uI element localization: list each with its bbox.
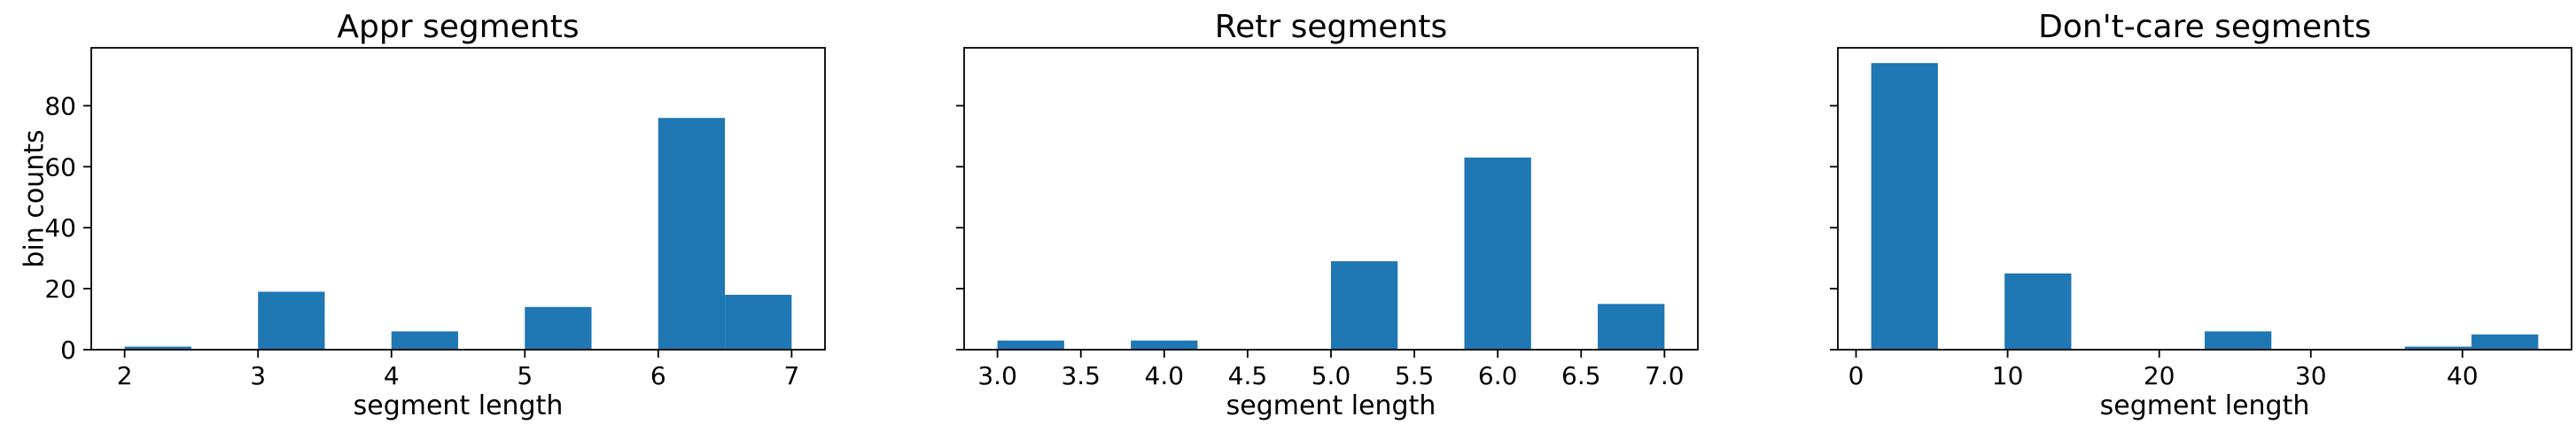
histogram-bar (1598, 304, 1665, 350)
x-tick-label: 5.5 (1395, 361, 1435, 390)
x-tick-label: 4 (384, 361, 400, 390)
x-tick-label: 3 (250, 361, 266, 390)
chart-title: Appr segments (337, 9, 579, 45)
x-tick-label: 10 (1992, 361, 2024, 390)
x-tick-label: 7.0 (1645, 361, 1685, 390)
x-tick-label: 4.0 (1145, 361, 1185, 390)
x-tick-label: 6.0 (1478, 361, 1518, 390)
subplot-retr-segments: Retr segments segment length 3.0 3.5 4.0 4.… (956, 9, 1699, 421)
x-tick-label: 5 (517, 361, 533, 390)
x-tick-label: 2 (117, 361, 133, 390)
subplot-dont-care-segments: Don't-care segments segment length 0 10 20… (1830, 9, 2572, 421)
y-axis-label: bin counts (19, 129, 51, 267)
histogram-bar (1871, 63, 1938, 350)
histogram-bar (997, 340, 1064, 350)
plot-frame (90, 47, 826, 351)
y-tick-label: 80 (44, 91, 76, 120)
histogram-bar (525, 306, 592, 350)
x-tick-label: 6 (650, 361, 666, 390)
y-tick-label: 0 (60, 336, 76, 365)
y-tick-label: 60 (44, 152, 76, 181)
x-axis-label: segment length (354, 390, 564, 421)
histogram-bar (1131, 340, 1198, 350)
histogram-bar (1464, 158, 1531, 350)
histogram-bar (2471, 334, 2539, 350)
histogram-bar (2404, 346, 2472, 350)
y-tick-label: 40 (44, 213, 76, 243)
x-tick-label: 20 (2144, 361, 2175, 390)
histogram-bar (258, 291, 325, 350)
chart-title: Retr segments (1215, 9, 1448, 45)
x-axis-label: segment length (2100, 390, 2310, 421)
x-tick-label: 4.5 (1228, 361, 1268, 390)
x-tick-label: 7 (783, 361, 799, 390)
plot-frame (1837, 47, 2572, 351)
histogram-bar (124, 346, 191, 350)
subplot-appr-segments: Appr segments segment length bin counts … (19, 9, 826, 421)
histogram-bar (2205, 331, 2272, 350)
x-tick-label: 30 (2295, 361, 2327, 390)
y-tick-label: 20 (44, 274, 76, 304)
histogram-bar (2004, 273, 2072, 350)
x-tick-label: 5.0 (1311, 361, 1351, 390)
x-tick-label: 40 (2447, 361, 2479, 390)
x-axis-label: segment length (1226, 390, 1436, 421)
histogram-bar (1331, 261, 1398, 350)
x-tick-label: 6.5 (1561, 361, 1601, 390)
histogram-bar (658, 118, 726, 350)
histogram-bar (725, 295, 792, 350)
histogram-bar (391, 331, 458, 350)
x-tick-label: 3.5 (1061, 361, 1101, 390)
x-tick-label: 0 (1848, 361, 1864, 390)
x-tick-label: 3.0 (977, 361, 1017, 390)
chart-title: Don't-care segments (2038, 9, 2371, 45)
